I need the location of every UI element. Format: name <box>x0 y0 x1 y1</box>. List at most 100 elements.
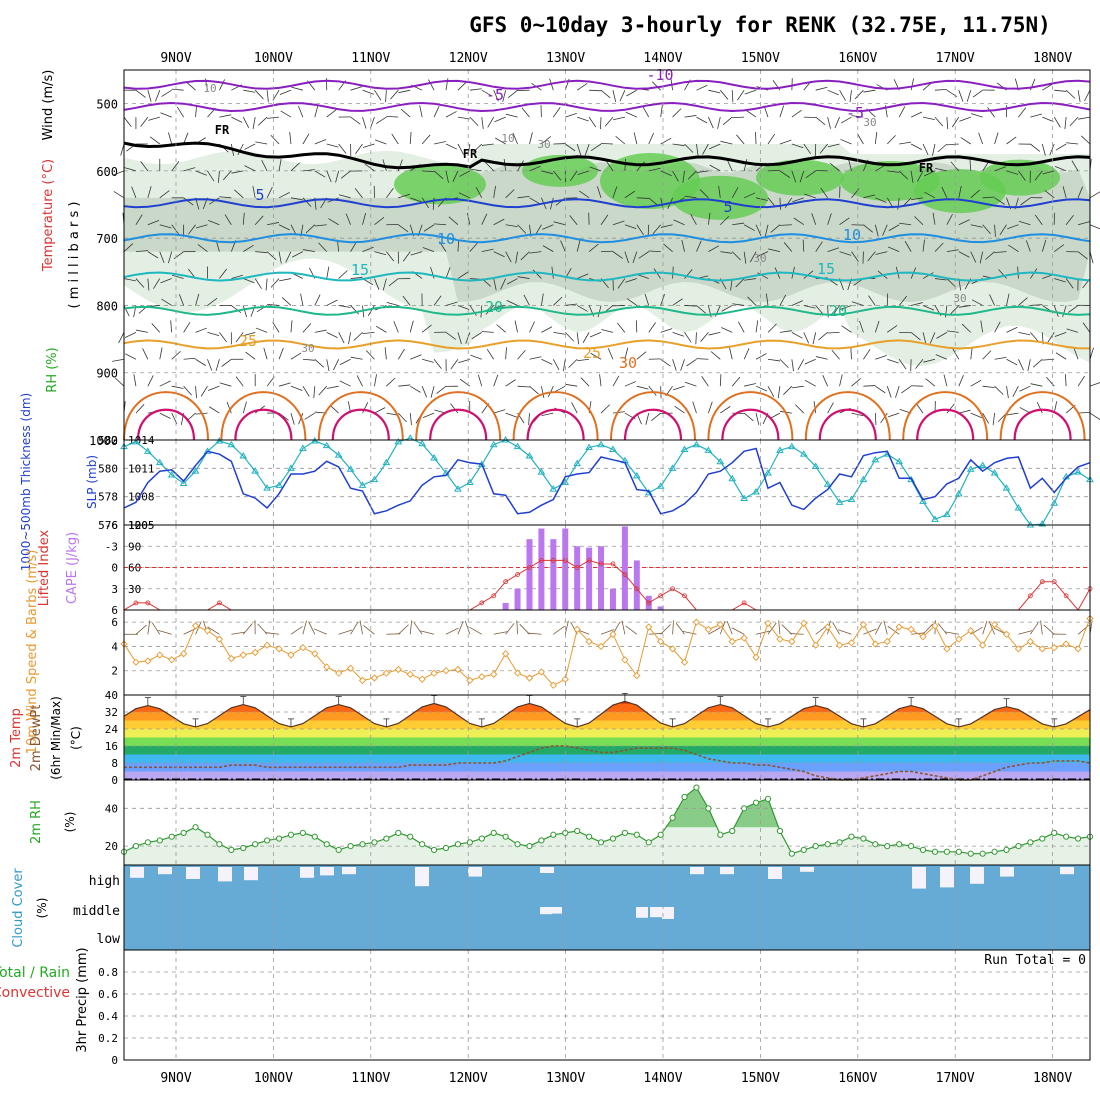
wind-speed-point <box>883 637 891 646</box>
temp-line <box>123 700 1091 728</box>
wind-barb <box>804 358 816 365</box>
wind-barb <box>767 358 780 362</box>
wind-barb <box>958 185 962 198</box>
date-label-top: 10NOV <box>254 51 293 66</box>
rh-point <box>967 850 974 857</box>
wind-barb <box>599 374 602 387</box>
wind-barb <box>1006 170 1019 175</box>
wind-barb <box>737 321 745 333</box>
wind-barb <box>791 359 794 372</box>
wind-barb <box>219 79 226 91</box>
wind-barb <box>113 191 125 199</box>
wind-barb <box>528 413 530 426</box>
wind-barb <box>1008 244 1019 252</box>
wind-barb <box>612 220 625 226</box>
wind-barb <box>393 321 399 333</box>
freezing-level-label: FR <box>463 147 478 161</box>
wind-barb <box>541 412 554 416</box>
wind-barb <box>1062 186 1067 198</box>
wind-barb <box>1025 240 1031 252</box>
wind-barb <box>731 627 745 635</box>
slp-point <box>155 458 164 466</box>
wind-barb <box>207 297 218 306</box>
wind-barb <box>612 90 617 102</box>
wind-barb <box>576 305 588 312</box>
wind-barb <box>195 170 207 176</box>
bottom-date-labels: 9NOV 10NOV 11NOV 12NOV 13NOV 14NOV 15NOV 16NOV 1… <box>160 1071 1072 1086</box>
wind-barb <box>895 386 900 398</box>
cape-bar <box>633 560 640 610</box>
rh-point <box>991 848 998 855</box>
wind-barb <box>682 170 685 183</box>
wind-barb <box>302 169 315 172</box>
wind-barb <box>445 143 458 150</box>
wind-barb <box>935 168 947 172</box>
wind-barb <box>475 187 483 199</box>
cloud-background <box>124 865 1090 950</box>
freezing-level-label: FR <box>215 123 230 137</box>
wind-barb <box>183 132 189 145</box>
wind-barb <box>365 350 375 360</box>
rh-point <box>574 827 581 835</box>
wind-barb <box>731 187 739 199</box>
wind-barb <box>1030 143 1041 152</box>
wind-barb <box>686 358 697 367</box>
wind-barb <box>863 89 876 93</box>
wind-barb <box>863 224 873 233</box>
wind-barb <box>680 359 685 371</box>
wind-barb <box>1089 251 1094 264</box>
rh-point <box>335 846 342 853</box>
wind-barb <box>235 376 244 387</box>
wind-speed-point <box>299 644 307 652</box>
wind-barb <box>505 379 516 387</box>
wind-speed-point <box>907 625 915 634</box>
rh-point <box>538 837 545 844</box>
temperature-axis-label: Temperature (°C) <box>41 159 56 272</box>
wind-barb <box>568 358 578 368</box>
wind-speed-point <box>740 634 748 642</box>
rh-area <box>124 787 1090 865</box>
wind-barb <box>988 621 995 635</box>
wind-barb <box>500 278 506 290</box>
wind-barb <box>827 143 840 148</box>
wind-barb <box>487 116 495 128</box>
rh-point <box>454 841 462 848</box>
wind-barb <box>523 294 530 306</box>
wind-barb <box>875 197 887 203</box>
wind-barb <box>779 294 787 306</box>
wind-barb <box>1018 170 1026 181</box>
wind-barb <box>696 116 708 124</box>
wind-barb <box>660 224 673 228</box>
wind-barb <box>1006 293 1010 306</box>
wind-barb <box>815 116 826 125</box>
wind-barb <box>684 143 694 153</box>
wind-speed-point <box>239 651 247 659</box>
wind-speed-point <box>525 674 534 682</box>
wind-barb <box>944 631 959 635</box>
rh-point <box>1003 846 1010 853</box>
wind-barb <box>732 303 745 306</box>
wind-barb <box>560 240 566 252</box>
wind-barb <box>469 626 482 635</box>
wind-barb <box>231 116 243 123</box>
wind-barb <box>863 628 877 635</box>
wind-barb <box>624 381 637 387</box>
isotherm-35-loop <box>1013 408 1072 441</box>
slp-point <box>966 465 975 472</box>
y-tick-label: 500 <box>96 98 118 112</box>
slp-point <box>287 464 295 471</box>
cloud-gap-high <box>342 867 356 875</box>
wind-barb <box>328 218 339 226</box>
wind-barb <box>1042 116 1054 122</box>
temp-tick-label: 0 <box>111 774 118 787</box>
wind-barb <box>290 320 293 333</box>
rh-point <box>1063 833 1070 840</box>
cloud-gap-high <box>468 867 482 877</box>
wind-barb <box>245 351 256 360</box>
cloud-axis-units: (%) <box>35 898 49 919</box>
wind-barb <box>458 192 471 199</box>
li-point <box>634 586 640 592</box>
wind-barb <box>815 356 828 360</box>
wind-barb <box>994 385 1004 395</box>
wind-barb <box>982 224 991 235</box>
